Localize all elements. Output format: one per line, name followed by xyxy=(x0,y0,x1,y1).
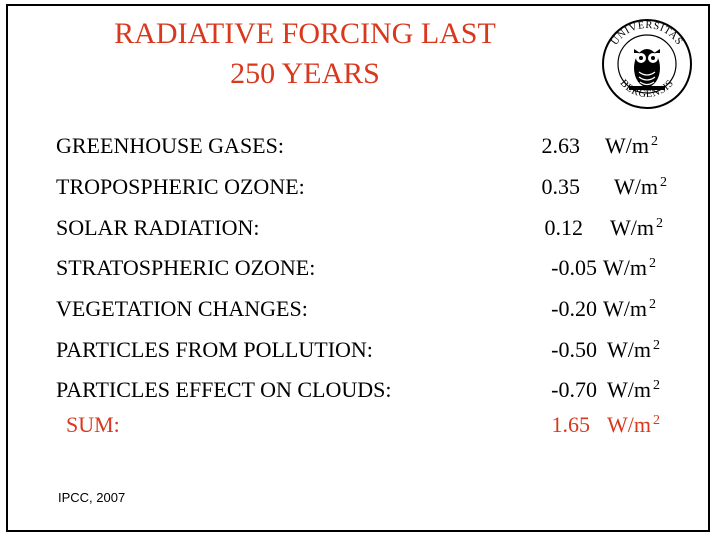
slide-frame xyxy=(6,4,710,532)
row-value: -0.50 xyxy=(551,337,597,362)
sum-label: SUM: xyxy=(66,412,120,437)
row-value: -0.05 xyxy=(551,255,597,280)
row-label: PARTICLES FROM POLLUTION: xyxy=(56,337,373,362)
row-value: 0.35 xyxy=(541,174,581,199)
row-label: TROPOSPHERIC OZONE: xyxy=(56,174,305,199)
row-value: 2.63 xyxy=(541,133,581,158)
sum-row: SUM: 1.65 W/m 2 xyxy=(0,412,720,452)
row-unit: W/m 2 xyxy=(607,337,660,362)
owl-icon xyxy=(629,49,665,90)
sum-unit: W/m 2 xyxy=(607,412,660,437)
table-row: PARTICLES FROM POLLUTION: -0.50 W/m 2 xyxy=(0,337,720,377)
row-value: 0.12 xyxy=(544,215,584,240)
row-value: -0.70 xyxy=(551,377,597,402)
row-label: VEGETATION CHANGES: xyxy=(56,296,308,321)
row-label: GREENHOUSE GASES: xyxy=(56,133,284,158)
row-unit: W/m 2 xyxy=(614,174,667,199)
row-unit: W/m 2 xyxy=(607,377,660,402)
svg-text:UNIVERSITAS: UNIVERSITAS xyxy=(609,20,684,48)
table-row: SOLAR RADIATION: 0.12 W/m 2 xyxy=(0,215,720,255)
row-unit: W/m 2 xyxy=(610,215,663,240)
source-citation: IPCC, 2007 xyxy=(58,490,126,505)
university-seal-logo: UNIVERSITAS BERGENSIS xyxy=(602,19,692,109)
row-label: SOLAR RADIATION: xyxy=(56,215,260,240)
row-unit: W/m 2 xyxy=(603,296,656,321)
table-row: TROPOSPHERIC OZONE: 0.35 W/m 2 xyxy=(0,174,720,214)
seal-text-top: UNIVERSITAS xyxy=(609,20,684,48)
slide-title: RADIATIVE FORCING LAST 250 YEARS xyxy=(100,14,510,94)
row-unit: W/m 2 xyxy=(603,255,656,280)
row-value: -0.20 xyxy=(551,296,597,321)
title-line-2: 250 YEARS xyxy=(230,57,380,90)
table-row: VEGETATION CHANGES: -0.20 W/m 2 xyxy=(0,296,720,336)
row-unit: W/m 2 xyxy=(605,133,658,158)
sum-value: 1.65 xyxy=(551,412,591,437)
table-row: GREENHOUSE GASES: 2.63 W/m 2 xyxy=(0,133,720,173)
title-line-1: RADIATIVE FORCING LAST xyxy=(114,17,496,50)
table-row: PARTICLES EFFECT ON CLOUDS: -0.70 W/m 2 xyxy=(0,377,720,417)
table-row: STRATOSPHERIC OZONE: -0.05 W/m 2 xyxy=(0,255,720,295)
row-label: PARTICLES EFFECT ON CLOUDS: xyxy=(56,377,392,402)
row-label: STRATOSPHERIC OZONE: xyxy=(56,255,316,280)
